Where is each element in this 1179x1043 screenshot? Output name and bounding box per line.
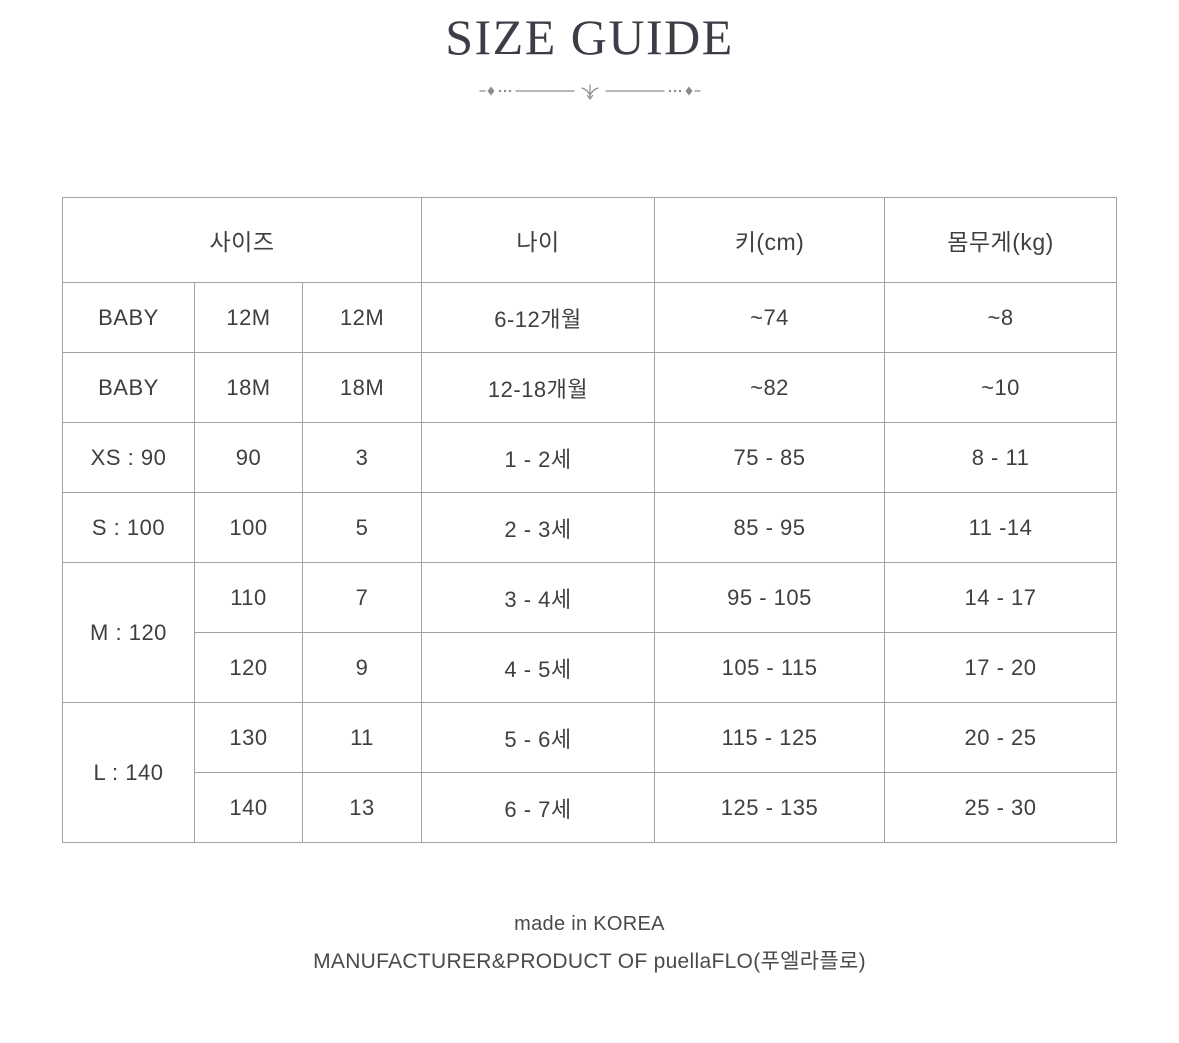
size-label-cell: BABY [61,282,195,353]
size-label-cell: XS : 90 [61,422,195,493]
weight-cell: 25 - 30 [884,772,1118,843]
table-row: 120 9 4 - 5세 105 - 115 17 - 20 [62,632,1118,703]
size-number-cell: 5 [301,492,423,563]
height-cell: 85 - 95 [654,492,886,563]
weight-cell: 20 - 25 [884,702,1118,773]
height-cell: ~82 [654,352,886,423]
age-cell: 3 - 4세 [421,562,656,633]
size-code-cell: 120 [193,632,303,703]
height-cell: 75 - 85 [654,422,886,493]
size-number-cell: 18M [301,352,423,423]
height-cell: ~74 [654,282,886,353]
size-code-cell: 90 [193,422,303,493]
age-cell: 4 - 5세 [421,632,656,703]
size-number-cell: 13 [301,772,423,843]
table-row: XS : 90 90 3 1 - 2세 75 - 85 8 - 11 [61,422,1118,493]
height-cell: 105 - 115 [654,632,886,703]
divider-ornament-icon [478,84,701,101]
size-label-cell: M : 120 [61,562,195,703]
header-weight: 몸무게(kg) [884,197,1118,283]
size-label-cell: BABY [61,352,195,423]
size-code-cell: 130 [193,702,303,773]
table-row: BABY 18M 18M 12-18개월 ~82 ~10 [61,352,1118,423]
age-cell: 6-12개월 [421,282,656,353]
age-cell: 2 - 3세 [421,492,656,563]
age-cell: 5 - 6세 [421,702,656,773]
size-number-cell: 7 [301,562,423,633]
header-size: 사이즈 [61,197,423,283]
size-number-cell: 12M [301,282,423,353]
size-number-cell: 3 [301,422,423,493]
size-number-cell: 9 [301,632,423,703]
weight-cell: 8 - 11 [884,422,1118,493]
size-code-cell: 100 [193,492,303,563]
table-row: S : 100 100 5 2 - 3세 85 - 95 11 -14 [61,492,1118,563]
weight-cell: ~10 [884,352,1118,423]
size-code-cell: 140 [193,772,303,843]
made-in-text: made in KOREA [514,913,665,935]
age-cell: 12-18개월 [421,352,656,423]
height-cell: 115 - 125 [654,702,886,773]
size-code-cell: 110 [193,562,303,633]
weight-cell: 14 - 17 [884,562,1118,633]
weight-cell: 11 -14 [884,492,1118,563]
size-guide-table: 사이즈 나이 키(cm) 몸무게(kg) BABY 12M 12M 6-12개월… [61,197,1118,843]
title-divider [0,79,1179,103]
age-cell: 6 - 7세 [421,772,656,843]
table-row: BABY 12M 12M 6-12개월 ~74 ~8 [61,282,1118,353]
weight-cell: 17 - 20 [884,632,1118,703]
weight-cell: ~8 [884,282,1118,353]
size-label-cell: L : 140 [61,702,195,843]
height-cell: 95 - 105 [654,562,886,633]
header-age: 나이 [421,197,656,283]
manufacturer-text: MANUFACTURER&PRODUCT OF puellaFLO(푸엘라플로) [313,950,866,973]
size-label-cell: S : 100 [61,492,195,563]
table-row: L : 140 130 11 5 - 6세 115 - 125 20 - 25 [61,702,1118,843]
size-code-cell: 12M [193,282,303,353]
size-number-cell: 11 [301,702,423,773]
page-footer: made in KOREA MANUFACTURER&PRODUCT OF pu… [0,913,1179,975]
page-title: SIZE GUIDE [445,9,734,65]
size-code-cell: 18M [193,352,303,423]
header-row: 사이즈 나이 키(cm) 몸무게(kg) [61,197,1118,283]
height-cell: 125 - 135 [654,772,886,843]
table-row: M : 120 110 7 3 - 4세 95 - 105 14 - 17 [61,562,1118,703]
age-cell: 1 - 2세 [421,422,656,493]
header-height: 키(cm) [654,197,886,283]
table-row: 140 13 6 - 7세 125 - 135 25 - 30 [62,772,1118,843]
